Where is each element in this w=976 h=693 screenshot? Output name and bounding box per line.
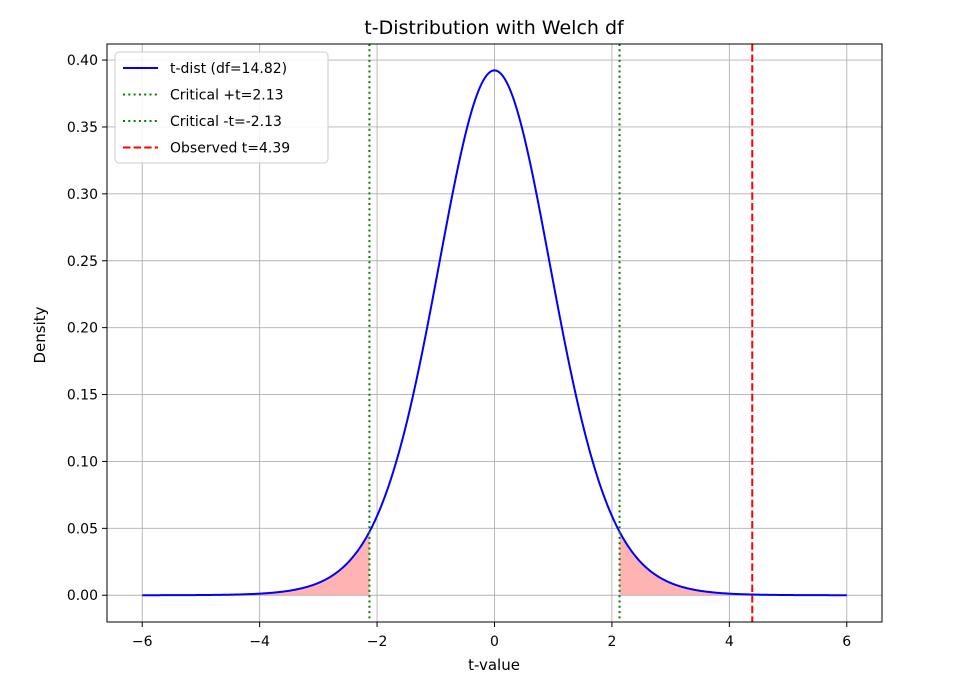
y-axis-label: Density	[31, 306, 49, 363]
legend-label: Critical -t=-2.13	[170, 114, 282, 130]
y-tick-label: 0.15	[67, 388, 98, 404]
axes-frame	[106, 43, 883, 623]
x-tick-label: −6	[132, 634, 153, 650]
legend: t-dist (df=14.82) Critical +t=2.13 Critica…	[114, 51, 329, 164]
x-axis-label: t-value	[468, 656, 520, 674]
upper-tail-shading	[619, 531, 847, 596]
x-tick-label: −4	[249, 634, 270, 650]
x-tick-label: 0	[490, 634, 499, 650]
x-tick-label: 4	[725, 634, 734, 650]
y-tick-label: 0.30	[67, 187, 98, 203]
y-tick-label: 0.25	[67, 254, 98, 270]
y-tick-label: 0.35	[67, 120, 98, 136]
y-tick-label: 0.00	[67, 588, 98, 604]
legend-label: Critical +t=2.13	[170, 88, 284, 104]
x-tick-label: −2	[367, 634, 388, 650]
x-tick-label: 2	[607, 634, 616, 650]
chart-title: t-Distribution with Welch df	[364, 17, 625, 39]
legend-label: Observed t=4.39	[170, 141, 290, 157]
plot-area: −6 −4 −2 0 2 4 6 0.00 0.05 0.10 0.15 0.20 0.25 0.30 0.…	[67, 43, 883, 650]
y-tick-label: 0.05	[67, 521, 98, 537]
legend-box	[114, 51, 329, 164]
y-tick-label: 0.20	[67, 321, 98, 337]
legend-label: t-dist (df=14.82)	[170, 61, 287, 77]
t-distribution-curve	[142, 69, 847, 597]
y-tick-label: 0.40	[67, 53, 98, 69]
lower-tail-shading	[142, 531, 370, 596]
x-tick-label: 6	[842, 634, 851, 650]
y-tick-label: 0.10	[67, 454, 98, 470]
